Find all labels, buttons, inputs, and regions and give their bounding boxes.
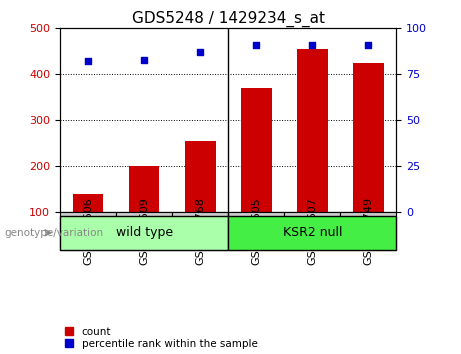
Text: GSM447607: GSM447607 (307, 197, 317, 265)
Bar (284, 212, 340, 250)
Bar (185, 141, 216, 212)
Text: GSM447605: GSM447605 (251, 197, 261, 265)
Point (253, 42, 260, 48)
Point (365, 42, 372, 48)
Text: genotype/variation: genotype/variation (5, 228, 104, 238)
Bar (60, 212, 116, 250)
Bar (228, 216, 396, 250)
Bar (353, 63, 384, 212)
Title: GDS5248 / 1429234_s_at: GDS5248 / 1429234_s_at (132, 11, 325, 27)
Point (196, 50, 204, 55)
Bar (297, 49, 328, 212)
Text: KSR2 null: KSR2 null (283, 226, 342, 239)
Bar (172, 212, 228, 250)
Text: GSM447609: GSM447609 (139, 197, 149, 265)
Bar (60, 216, 228, 250)
Bar (116, 212, 172, 250)
Bar (72, 194, 103, 212)
Point (84, 59, 92, 64)
Text: GSM447749: GSM447749 (363, 197, 373, 265)
Bar (129, 166, 160, 212)
Legend: count, percentile rank within the sample: count, percentile rank within the sample (65, 327, 258, 349)
Text: GSM447768: GSM447768 (195, 197, 205, 265)
Point (140, 57, 148, 62)
Text: wild type: wild type (116, 226, 172, 239)
Bar (228, 212, 284, 250)
Point (309, 42, 316, 48)
Text: GSM447606: GSM447606 (83, 197, 93, 265)
Bar (241, 88, 272, 212)
Bar (340, 212, 396, 250)
